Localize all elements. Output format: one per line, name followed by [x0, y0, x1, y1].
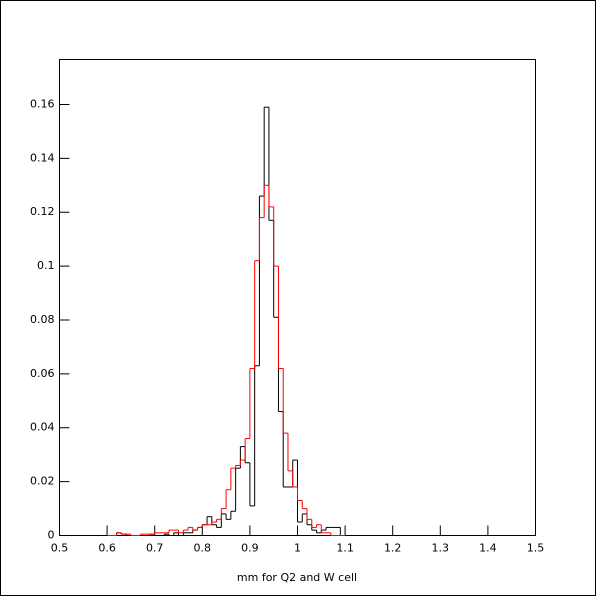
- x-tick-label: 1: [294, 542, 301, 555]
- y-tick-label: 0.1: [37, 259, 55, 272]
- x-tick-label: 0.5: [51, 542, 69, 555]
- y-tick-label: 0.12: [30, 205, 55, 218]
- x-tick-label: 1.4: [479, 542, 497, 555]
- x-tick-label: 1.2: [384, 542, 402, 555]
- x-tick-label: 0.6: [98, 542, 116, 555]
- y-tick-label: 0.14: [30, 151, 55, 164]
- y-tick-label: 0.06: [30, 367, 55, 380]
- x-tick-label: 0.9: [241, 542, 259, 555]
- x-axis-label: mm for Q2 and W cell: [237, 571, 357, 584]
- y-tick-label: 0.16: [30, 97, 55, 110]
- y-tick-label: 0.04: [30, 421, 55, 434]
- x-tick-label: 1.1: [336, 542, 354, 555]
- x-tick-label: 1.3: [432, 542, 450, 555]
- y-tick-label: 0.02: [30, 475, 55, 488]
- x-tick-label: 0.8: [194, 542, 212, 555]
- y-tick-label: 0.08: [30, 313, 55, 326]
- x-tick-label: 1.5: [527, 542, 545, 555]
- y-tick-label: 0: [48, 529, 55, 542]
- x-tick-label: 0.7: [146, 542, 164, 555]
